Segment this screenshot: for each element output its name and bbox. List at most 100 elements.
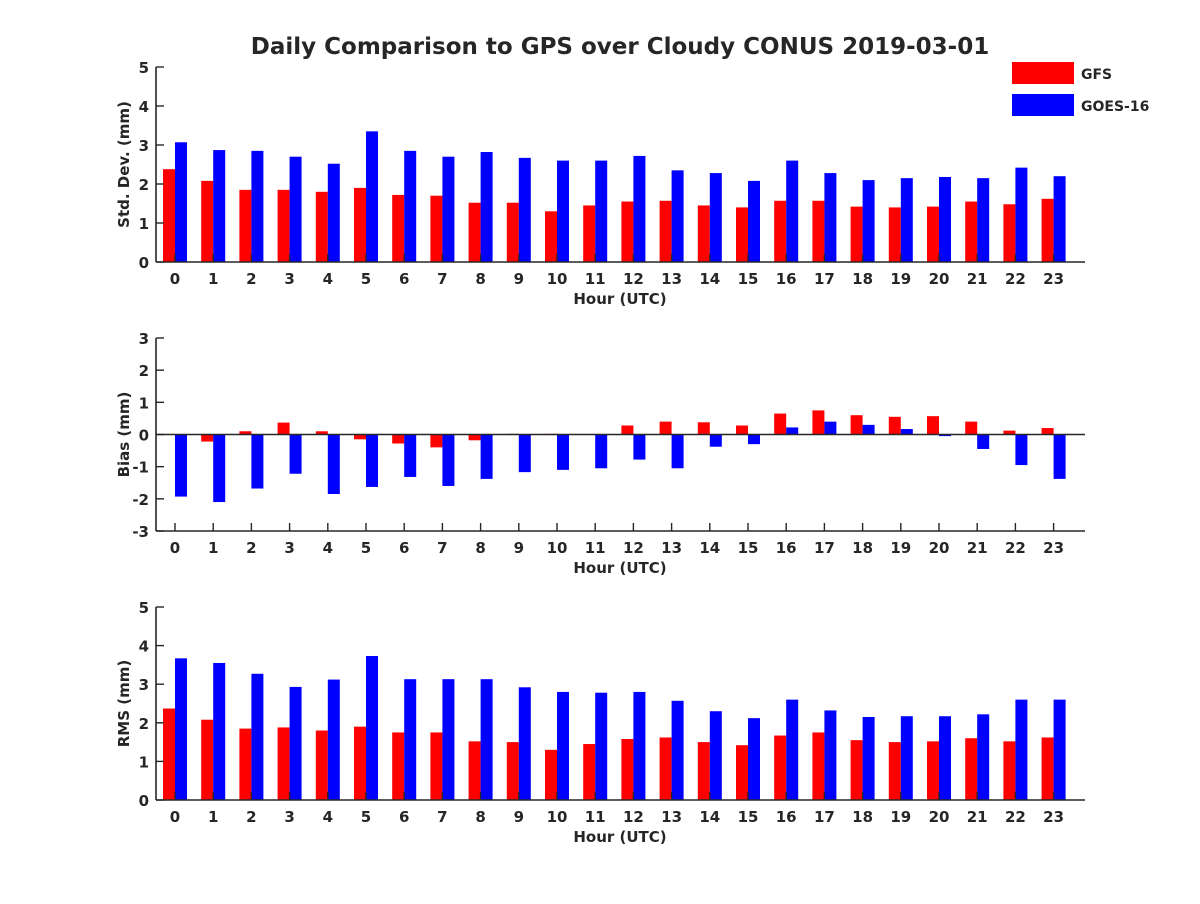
bar-goes16-hour-6 bbox=[404, 679, 417, 800]
x-tick-label: 20 bbox=[929, 539, 950, 557]
x-tick-label: 18 bbox=[852, 270, 873, 288]
bar-goes16-hour-4 bbox=[327, 163, 340, 262]
x-tick-label: 2 bbox=[246, 808, 256, 826]
y-tick-label: 2 bbox=[139, 362, 149, 380]
bar-gfs-hour-6 bbox=[392, 194, 405, 262]
bar-gfs-hour-10 bbox=[545, 749, 557, 800]
bar-gfs-hour-20 bbox=[927, 416, 939, 435]
bar-goes16-hour-3 bbox=[289, 434, 302, 474]
bar-gfs-hour-3 bbox=[277, 422, 290, 435]
bar-goes16-hour-15 bbox=[748, 180, 760, 262]
x-tick-label: 14 bbox=[699, 808, 720, 826]
legend-label-goes16: GOES-16 bbox=[1081, 99, 1149, 115]
bar-goes16-hour-12 bbox=[633, 691, 646, 800]
bar-goes16-hour-13 bbox=[671, 170, 684, 262]
x-tick-label: 13 bbox=[661, 808, 682, 826]
x-tick-label: 22 bbox=[1005, 539, 1026, 557]
y-tick-label: 1 bbox=[139, 753, 149, 771]
bar-gfs-hour-13 bbox=[659, 200, 672, 262]
bar-gfs-hour-21 bbox=[965, 421, 978, 435]
bar-gfs-hour-6 bbox=[392, 732, 405, 800]
x-tick-label: 17 bbox=[814, 808, 835, 826]
bar-goes16-hour-3 bbox=[289, 686, 302, 800]
bar-gfs-hour-2 bbox=[239, 431, 252, 435]
bar-goes16-hour-21 bbox=[977, 178, 990, 262]
bar-gfs-hour-23 bbox=[1041, 737, 1054, 800]
y-tick-label: 2 bbox=[139, 715, 149, 733]
x-tick-label: 20 bbox=[929, 270, 950, 288]
x-tick-label: 9 bbox=[514, 539, 524, 557]
bar-goes16-hour-13 bbox=[671, 700, 684, 800]
x-tick-label: 19 bbox=[890, 808, 911, 826]
bar-gfs-hour-4 bbox=[315, 730, 328, 800]
bar-gfs-hour-9 bbox=[506, 202, 519, 262]
bar-goes16-hour-3 bbox=[289, 156, 302, 262]
bar-goes16-hour-5 bbox=[366, 131, 378, 262]
x-tick-label: 1 bbox=[208, 270, 218, 288]
bar-goes16-hour-11 bbox=[595, 160, 608, 262]
bar-goes16-hour-12 bbox=[633, 155, 646, 262]
legend: GFS GOES-16 bbox=[1012, 62, 1149, 116]
bar-gfs-hour-18 bbox=[850, 740, 863, 800]
x-tick-label: 11 bbox=[585, 539, 606, 557]
bar-gfs-hour-7 bbox=[430, 195, 443, 262]
bar-goes16-hour-2 bbox=[251, 673, 264, 800]
bar-gfs-hour-14 bbox=[697, 422, 710, 435]
bar-goes16-hour-14 bbox=[709, 173, 722, 262]
bar-gfs-hour-19 bbox=[888, 742, 901, 800]
bar-gfs-hour-15 bbox=[736, 745, 748, 800]
x-tick-label: 7 bbox=[437, 539, 447, 557]
bar-gfs-hour-19 bbox=[888, 207, 901, 262]
bar-goes16-hour-6 bbox=[404, 150, 417, 262]
y-tick-label: 4 bbox=[139, 98, 149, 116]
x-tick-label: 6 bbox=[399, 539, 409, 557]
x-tick-label: 4 bbox=[323, 808, 333, 826]
x-tick-label: 10 bbox=[547, 270, 568, 288]
x-tick-label: 12 bbox=[623, 808, 644, 826]
x-axis-title: Hour (UTC) bbox=[573, 559, 666, 577]
bar-goes16-hour-17 bbox=[824, 710, 837, 800]
bar-goes16-hour-1 bbox=[213, 150, 226, 262]
x-tick-label: 23 bbox=[1043, 270, 1064, 288]
x-tick-label: 12 bbox=[623, 539, 644, 557]
bar-goes16-hour-22 bbox=[1015, 434, 1028, 466]
bar-gfs-hour-17 bbox=[812, 732, 825, 800]
bar-gfs-hour-18 bbox=[850, 206, 863, 262]
bar-goes16-hour-20 bbox=[939, 176, 951, 262]
bar-goes16-hour-20 bbox=[939, 434, 951, 437]
y-axis-title: RMS (mm) bbox=[115, 660, 133, 747]
bar-gfs-hour-19 bbox=[888, 416, 901, 435]
bar-goes16-hour-14 bbox=[709, 711, 722, 800]
bar-gfs-hour-2 bbox=[239, 728, 252, 800]
bar-gfs-hour-10 bbox=[545, 211, 557, 262]
bar-gfs-hour-15 bbox=[736, 425, 748, 435]
bar-gfs-hour-5 bbox=[354, 726, 366, 800]
x-tick-label: 7 bbox=[437, 270, 447, 288]
x-tick-label: 22 bbox=[1005, 808, 1026, 826]
bar-goes16-hour-7 bbox=[442, 679, 455, 800]
x-tick-label: 19 bbox=[890, 539, 911, 557]
bar-gfs-hour-11 bbox=[583, 744, 596, 800]
y-axis-title: Std. Dev. (mm) bbox=[115, 101, 133, 228]
bar-gfs-hour-16 bbox=[774, 413, 787, 435]
bar-goes16-hour-4 bbox=[327, 434, 340, 495]
bar-gfs-hour-14 bbox=[697, 742, 710, 800]
x-tick-label: 3 bbox=[284, 539, 294, 557]
x-tick-label: 23 bbox=[1043, 808, 1064, 826]
x-tick-label: 4 bbox=[323, 270, 333, 288]
x-tick-label: 21 bbox=[967, 270, 988, 288]
bar-goes16-hour-16 bbox=[786, 160, 799, 262]
bar-gfs-hour-7 bbox=[430, 732, 443, 800]
x-tick-label: 5 bbox=[361, 270, 371, 288]
x-tick-label: 5 bbox=[361, 539, 371, 557]
y-tick-label: 0 bbox=[139, 792, 149, 810]
y-tick-label: 3 bbox=[139, 676, 149, 694]
x-tick-label: 15 bbox=[738, 270, 759, 288]
x-tick-label: 1 bbox=[208, 539, 218, 557]
bar-gfs-hour-22 bbox=[1003, 741, 1016, 800]
bar-goes16-hour-16 bbox=[786, 699, 799, 800]
bar-gfs-hour-1 bbox=[201, 434, 214, 442]
